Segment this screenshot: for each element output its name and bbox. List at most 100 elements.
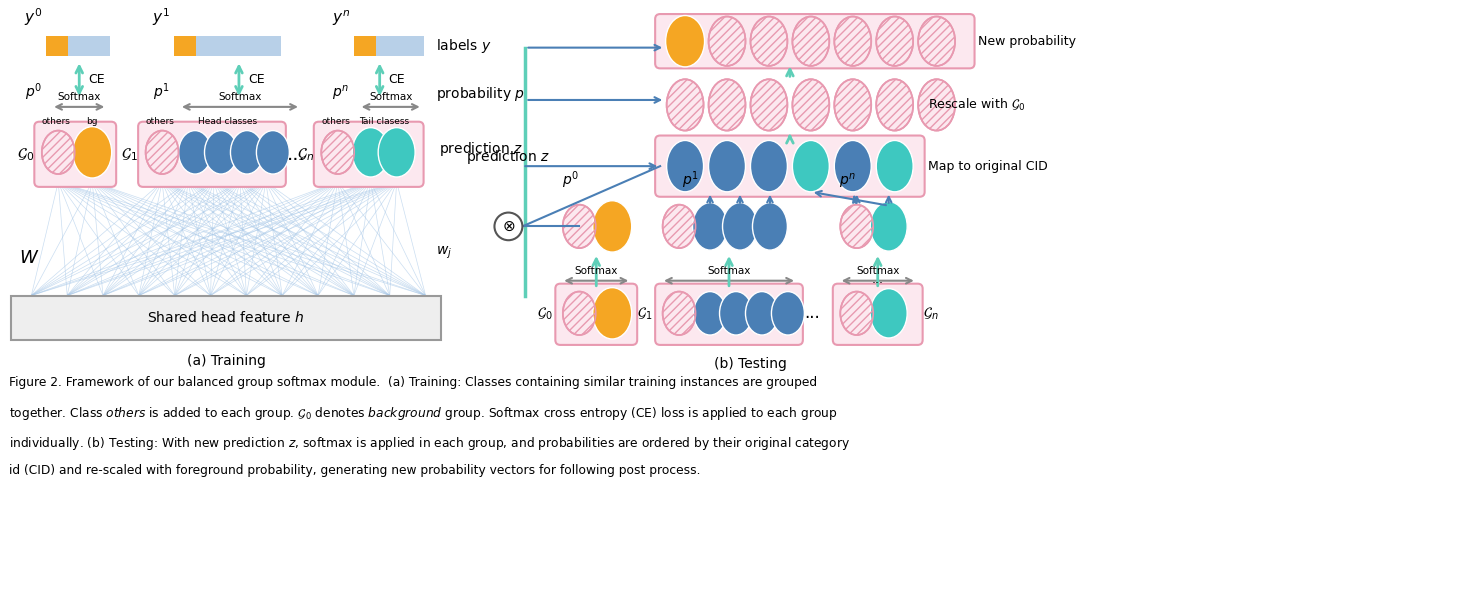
Text: $y^1$: $y^1$ [153, 6, 171, 28]
Text: ...: ... [287, 145, 306, 164]
Ellipse shape [919, 79, 956, 131]
Ellipse shape [709, 79, 745, 131]
Ellipse shape [751, 16, 788, 66]
Text: others: others [146, 117, 175, 126]
Text: Softmax: Softmax [369, 92, 413, 102]
Ellipse shape [666, 15, 704, 67]
Ellipse shape [792, 16, 829, 66]
Text: individually. (b) Testing: With new prediction $z$, softmax is applied in each g: individually. (b) Testing: With new pred… [9, 435, 851, 452]
Text: $p^1$: $p^1$ [153, 81, 169, 103]
Ellipse shape [322, 131, 354, 174]
Ellipse shape [792, 79, 829, 131]
FancyBboxPatch shape [313, 122, 423, 187]
Text: $y^0$: $y^0$ [24, 6, 43, 28]
Ellipse shape [841, 205, 873, 248]
Ellipse shape [563, 292, 595, 335]
Bar [354, 36, 376, 56]
Text: bg: bg [87, 117, 98, 126]
Text: Softmax: Softmax [57, 92, 101, 102]
Text: (a) Training: (a) Training [187, 354, 266, 368]
Text: probability $p$: probability $p$ [435, 85, 525, 103]
Text: $p^n$: $p^n$ [839, 172, 857, 191]
Ellipse shape [919, 16, 956, 66]
Ellipse shape [146, 131, 178, 174]
Ellipse shape [709, 16, 745, 66]
Ellipse shape [870, 202, 907, 251]
Ellipse shape [709, 140, 745, 192]
Text: Softmax: Softmax [575, 266, 617, 276]
Ellipse shape [666, 140, 704, 192]
Text: $y^n$: $y^n$ [332, 9, 350, 28]
Ellipse shape [876, 140, 913, 192]
FancyBboxPatch shape [138, 122, 285, 187]
Ellipse shape [841, 292, 873, 335]
Ellipse shape [563, 205, 595, 248]
FancyBboxPatch shape [833, 284, 923, 345]
Ellipse shape [204, 131, 238, 174]
Ellipse shape [592, 288, 632, 339]
Text: together. Class $\mathit{others}$ is added to each group. $\mathcal{G}_0$ denote: together. Class $\mathit{others}$ is add… [9, 405, 838, 422]
Text: ...: ... [872, 273, 883, 285]
Ellipse shape [378, 127, 415, 177]
Text: $\mathcal{G}_1$: $\mathcal{G}_1$ [637, 306, 653, 323]
Ellipse shape [256, 131, 290, 174]
Bar [196, 36, 281, 56]
Ellipse shape [835, 16, 872, 66]
Ellipse shape [694, 292, 726, 335]
Text: Softmax: Softmax [707, 266, 751, 276]
Text: $p^0$: $p^0$ [562, 169, 579, 191]
Ellipse shape [592, 201, 632, 252]
Ellipse shape [41, 131, 75, 174]
Text: $p^0$: $p^0$ [25, 81, 41, 103]
Ellipse shape [723, 203, 757, 250]
Ellipse shape [751, 79, 788, 131]
FancyBboxPatch shape [656, 14, 975, 68]
Ellipse shape [353, 127, 390, 177]
Ellipse shape [745, 292, 779, 335]
Text: prediction $z$: prediction $z$ [438, 140, 522, 159]
Text: CE: CE [388, 73, 406, 86]
Ellipse shape [719, 292, 753, 335]
Text: $\mathcal{G}_n$: $\mathcal{G}_n$ [297, 146, 313, 163]
Text: $\mathcal{G}_0$: $\mathcal{G}_0$ [537, 306, 553, 323]
Ellipse shape [835, 140, 872, 192]
Text: New probability: New probability [978, 35, 1076, 48]
Ellipse shape [663, 205, 695, 248]
Ellipse shape [178, 131, 212, 174]
Ellipse shape [870, 289, 907, 338]
FancyBboxPatch shape [656, 284, 803, 345]
Text: Figure 2. Framework of our balanced group softmax module.  (a) Training: Classes: Figure 2. Framework of our balanced grou… [9, 376, 817, 389]
Bar [46, 36, 68, 56]
Bar [376, 36, 423, 56]
Ellipse shape [792, 140, 829, 192]
FancyBboxPatch shape [556, 284, 637, 345]
Text: $\otimes$: $\otimes$ [501, 219, 514, 234]
Text: $p^1$: $p^1$ [682, 169, 698, 191]
Text: others: others [41, 117, 71, 126]
Text: $\mathcal{G}_n$: $\mathcal{G}_n$ [923, 306, 938, 323]
Ellipse shape [72, 127, 112, 178]
Circle shape [494, 212, 522, 240]
Ellipse shape [751, 140, 788, 192]
Text: $p^n$: $p^n$ [332, 84, 350, 103]
Ellipse shape [876, 79, 913, 131]
Text: Head classes: Head classes [198, 117, 257, 126]
Ellipse shape [876, 16, 913, 66]
Text: Softmax: Softmax [218, 92, 262, 102]
Text: (b) Testing: (b) Testing [713, 357, 786, 371]
Text: Map to original CID: Map to original CID [928, 160, 1048, 173]
FancyBboxPatch shape [34, 122, 116, 187]
Text: Rescale with $\mathcal{G}_0$: Rescale with $\mathcal{G}_0$ [928, 97, 1025, 113]
Text: $\mathcal{G}_1$: $\mathcal{G}_1$ [122, 146, 138, 163]
Text: prediction $z$: prediction $z$ [466, 148, 550, 167]
Text: Softmax: Softmax [856, 266, 900, 276]
Text: CE: CE [88, 73, 104, 86]
Text: $w_j$: $w_j$ [435, 245, 451, 261]
Text: others: others [322, 117, 350, 126]
Text: Shared head feature $h$: Shared head feature $h$ [147, 310, 304, 325]
Ellipse shape [666, 79, 704, 131]
Ellipse shape [835, 79, 872, 131]
Text: $W$: $W$ [19, 249, 40, 267]
Text: labels $y$: labels $y$ [435, 37, 491, 55]
Text: id (CID) and re-scaled with foreground probability, generating new probability v: id (CID) and re-scaled with foreground p… [9, 464, 701, 478]
